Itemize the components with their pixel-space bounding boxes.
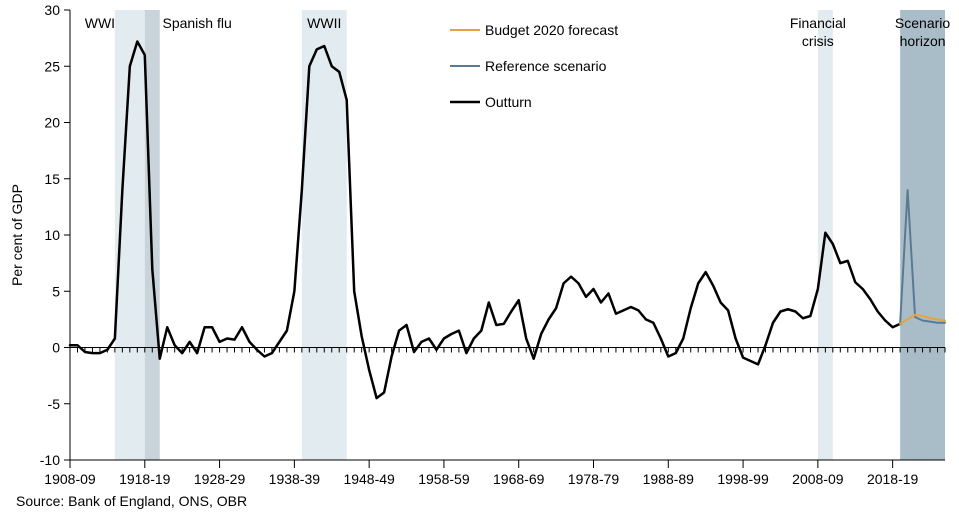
x-tick-label: 1988-89 <box>643 471 695 487</box>
y-tick-label: 5 <box>52 283 60 299</box>
x-tick-label: 1978-79 <box>568 471 620 487</box>
x-tick-label: 1998-99 <box>717 471 769 487</box>
chart-svg: -10 -5 0 5 10 15 20 25 30 Per cent of GDP 1908-09 1… <box>0 0 959 516</box>
band-label: Financial <box>790 15 846 31</box>
x-tick-label: 1968-69 <box>493 471 545 487</box>
band <box>900 10 945 460</box>
x-tick-label: 1948-49 <box>343 471 395 487</box>
chart-container: -10 -5 0 5 10 15 20 25 30 Per cent of GDP 1908-09 1… <box>0 0 959 516</box>
x-tick-label: 2008-09 <box>792 471 844 487</box>
y-tick-label: -10 <box>40 452 60 468</box>
y-tick-label: 10 <box>44 227 60 243</box>
x-tick-label: 2018-19 <box>867 471 919 487</box>
band-label: WWI <box>85 15 115 31</box>
y-tick-label: 0 <box>52 340 60 356</box>
y-tick-label: 20 <box>44 115 60 131</box>
band-label: WWII <box>307 15 341 31</box>
y-axis-label: Per cent of GDP <box>9 184 25 286</box>
y-tick-label: 25 <box>44 58 60 74</box>
band-label: crisis <box>802 33 834 49</box>
x-tick-label: 1908-09 <box>44 471 96 487</box>
x-tick-label: 1938-39 <box>269 471 321 487</box>
source-label: Source: Bank of England, ONS, OBR <box>16 493 247 509</box>
legend-label: Reference scenario <box>485 58 607 74</box>
band-label: horizon <box>900 33 946 49</box>
legend-label: Outturn <box>485 94 532 110</box>
y-tick-label: 30 <box>44 2 60 18</box>
band-label: Scenario <box>895 15 950 31</box>
y-tick-label: 15 <box>44 171 60 187</box>
legend-label: Budget 2020 forecast <box>485 22 618 38</box>
x-tick-label: 1918-19 <box>119 471 171 487</box>
y-tick-label: -5 <box>48 396 61 412</box>
band-label: Spanish flu <box>162 15 231 31</box>
x-tick-label: 1928-29 <box>194 471 246 487</box>
x-tick-label: 1958-59 <box>418 471 470 487</box>
